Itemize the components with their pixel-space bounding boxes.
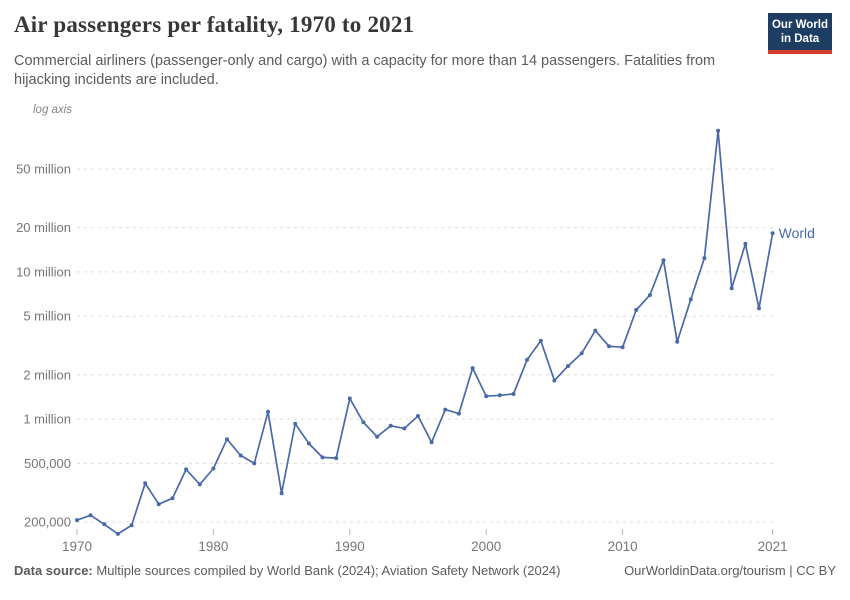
data-point[interactable] xyxy=(538,338,543,343)
x-axis-label: 1980 xyxy=(198,539,228,554)
data-point[interactable] xyxy=(252,461,257,466)
data-point[interactable] xyxy=(443,407,448,412)
data-point[interactable] xyxy=(416,414,420,418)
data-point[interactable] xyxy=(238,453,243,458)
data-source-label: Data source: xyxy=(14,563,93,578)
data-point[interactable] xyxy=(129,523,134,528)
data-point[interactable] xyxy=(593,328,598,333)
y-axis-label: 200,000 xyxy=(24,514,71,529)
data-point[interactable] xyxy=(743,241,748,246)
world-series-line[interactable] xyxy=(76,129,774,535)
chart-footer: Data source: Multiple sources compiled b… xyxy=(14,563,836,578)
data-point[interactable] xyxy=(647,293,652,298)
data-point[interactable] xyxy=(511,392,516,396)
data-point[interactable] xyxy=(347,396,352,401)
owid-logo: Our World in Data xyxy=(768,13,832,54)
x-axis-label: 1990 xyxy=(335,539,365,554)
data-point[interactable] xyxy=(75,518,79,523)
data-point[interactable] xyxy=(375,434,380,439)
y-axis-label: 2 million xyxy=(23,367,71,382)
data-point[interactable] xyxy=(525,357,530,362)
data-point[interactable] xyxy=(102,522,107,527)
data-source: Data source: Multiple sources compiled b… xyxy=(14,563,561,578)
x-axis-label: 2021 xyxy=(758,539,788,554)
data-point[interactable] xyxy=(566,364,570,369)
data-point[interactable] xyxy=(143,481,148,486)
y-axis-label: 500,000 xyxy=(24,456,71,471)
data-point[interactable] xyxy=(115,531,120,536)
x-axis-label: 2010 xyxy=(608,539,638,554)
data-point[interactable] xyxy=(388,423,393,428)
x-axis-label: 2000 xyxy=(471,539,501,554)
data-point[interactable] xyxy=(497,393,502,398)
data-point[interactable] xyxy=(579,351,584,356)
data-point[interactable] xyxy=(88,513,93,518)
data-point[interactable] xyxy=(429,440,434,445)
series-label-world[interactable]: World xyxy=(779,225,815,241)
data-point[interactable] xyxy=(225,437,229,442)
data-point[interactable] xyxy=(320,455,325,460)
data-point[interactable] xyxy=(634,308,639,312)
y-axis-label: 1 million xyxy=(23,412,71,427)
data-point[interactable] xyxy=(211,466,216,471)
data-point[interactable] xyxy=(279,491,284,496)
data-point[interactable] xyxy=(688,297,693,302)
data-point[interactable] xyxy=(266,409,270,414)
data-point[interactable] xyxy=(757,306,761,311)
data-point[interactable] xyxy=(470,366,475,371)
data-point[interactable] xyxy=(361,420,366,425)
data-point[interactable] xyxy=(484,394,489,399)
data-point[interactable] xyxy=(702,256,707,261)
y-axis-label: 50 million xyxy=(16,162,71,177)
data-point[interactable] xyxy=(770,231,775,236)
data-point[interactable] xyxy=(334,456,339,461)
world-series-points[interactable] xyxy=(75,128,775,536)
data-point[interactable] xyxy=(156,502,161,507)
data-point[interactable] xyxy=(402,426,407,431)
data-point[interactable] xyxy=(675,339,680,344)
data-point[interactable] xyxy=(184,467,189,472)
data-point[interactable] xyxy=(607,344,611,349)
data-point[interactable] xyxy=(729,286,734,291)
y-axis-label: 10 million xyxy=(16,264,71,279)
x-axis-label: 1970 xyxy=(62,539,92,554)
log-axis-note: log axis xyxy=(33,104,72,116)
owid-logo-line1: Our World xyxy=(771,19,828,31)
data-point[interactable] xyxy=(170,496,175,501)
data-point[interactable] xyxy=(293,421,298,426)
data-point[interactable] xyxy=(552,378,557,383)
data-point[interactable] xyxy=(306,441,311,446)
license-link[interactable]: OurWorldinData.org/tourism | CC BY xyxy=(624,563,836,578)
chart-subtitle: Commercial airliners (passenger-only and… xyxy=(14,53,716,89)
data-source-text: Multiple sources compiled by World Bank … xyxy=(92,563,561,578)
data-point[interactable] xyxy=(197,482,202,487)
data-point[interactable] xyxy=(620,345,625,350)
page-title: Air passengers per fatality, 1970 to 202… xyxy=(14,12,415,37)
data-point[interactable] xyxy=(661,258,666,263)
data-point[interactable] xyxy=(716,128,721,133)
data-point[interactable] xyxy=(456,411,461,416)
y-axis-label: 20 million xyxy=(16,220,71,235)
y-axis-label: 5 million xyxy=(23,309,71,324)
owid-logo-line2: in Data xyxy=(780,33,820,45)
